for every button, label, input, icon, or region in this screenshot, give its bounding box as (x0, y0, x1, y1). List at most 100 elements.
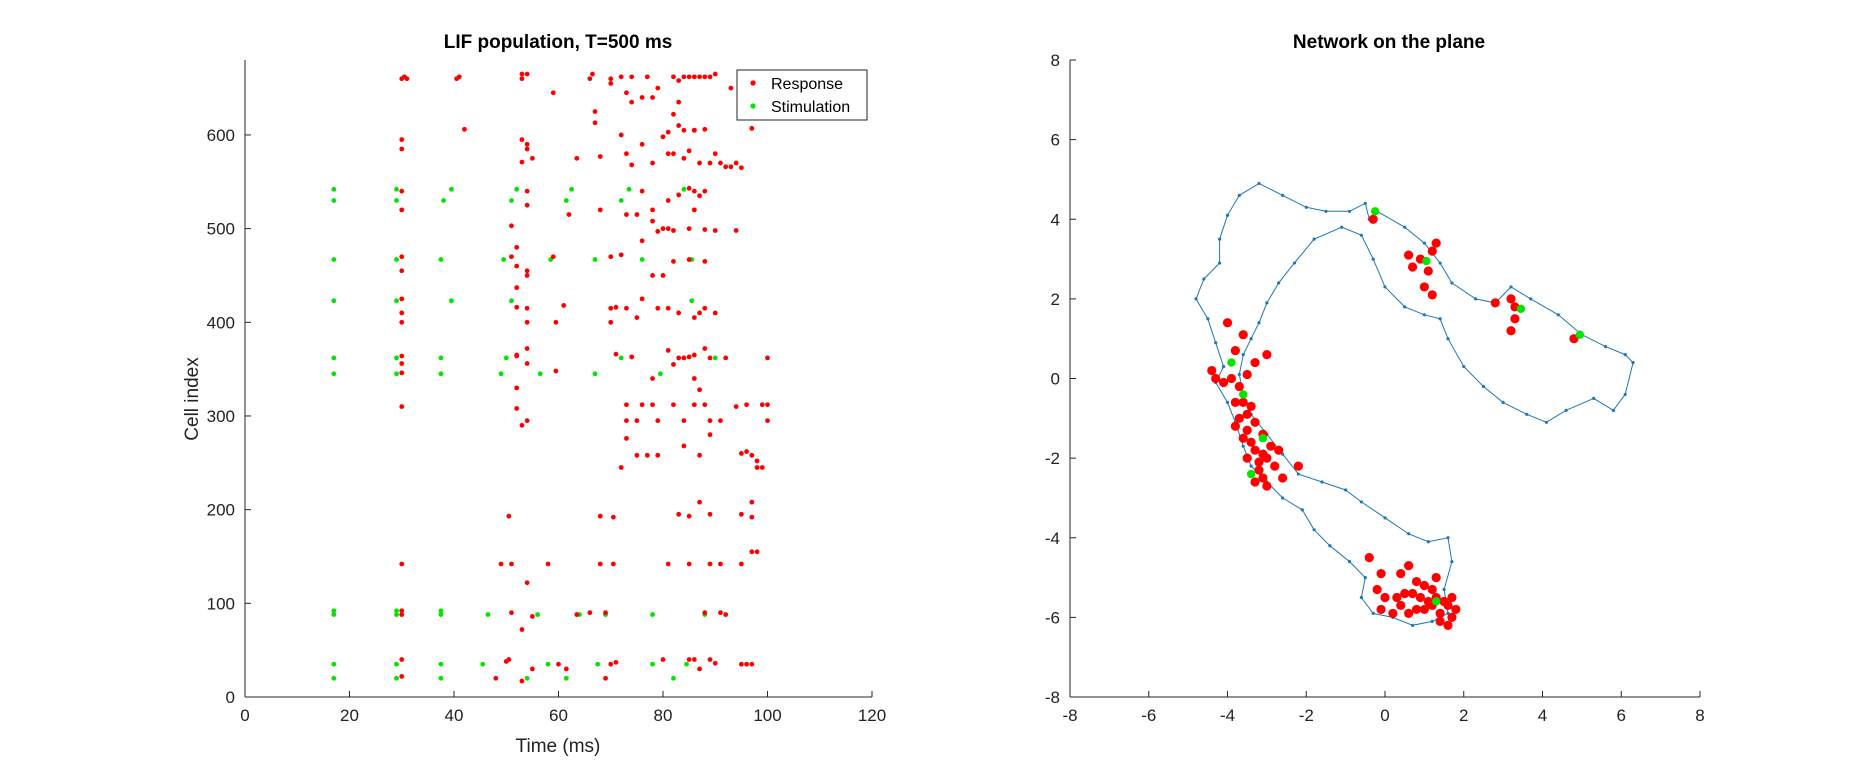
response-node-marker (1262, 481, 1272, 491)
network-outline-path (1195, 182, 1634, 626)
response-spike-point (509, 223, 514, 229)
response-spike-point (650, 273, 655, 278)
stimulation-spike-point (438, 608, 444, 614)
response-spike-point (671, 259, 676, 264)
response-spike-point (618, 132, 624, 138)
stimulation-spike-point (689, 298, 695, 304)
network-y-tick-label: -2 (1045, 449, 1060, 468)
response-spike-point (404, 76, 410, 82)
network-y-tick-label: 6 (1051, 131, 1060, 150)
response-spike-point (524, 141, 530, 147)
network-node (1214, 341, 1218, 345)
legend-response-label: Response (771, 76, 843, 93)
response-spike-point (603, 610, 608, 616)
response-spike-point (590, 71, 595, 77)
network-node (1438, 261, 1442, 265)
stimulation-spike-point (563, 198, 569, 203)
raster-y-tick-label: 0 (226, 688, 235, 707)
network-node (1347, 560, 1352, 564)
response-spike-point (597, 154, 603, 159)
response-spike-point (660, 134, 666, 140)
stimulation-spike-point (394, 198, 399, 203)
response-spike-point (514, 385, 520, 391)
stimulation-spike-point (545, 661, 551, 667)
response-spike-point (765, 355, 770, 361)
stimulation-spike-point (592, 371, 598, 377)
stimulation-spike-point (331, 608, 337, 614)
response-node-marker (1262, 350, 1272, 360)
response-spike-point (506, 657, 512, 662)
response-node-marker (1246, 401, 1256, 411)
network-node (1237, 193, 1241, 197)
network-node (1206, 317, 1210, 321)
response-spike-point (399, 612, 405, 617)
network-node (1347, 209, 1352, 213)
response-spike-point (629, 99, 635, 105)
response-spike-point (529, 666, 535, 672)
response-spike-point (506, 513, 512, 519)
network-node (1218, 261, 1222, 265)
response-node-marker (1404, 250, 1414, 260)
response-spike-point (733, 160, 739, 166)
stimulation-spike-point (595, 661, 601, 667)
response-spike-point (723, 164, 729, 170)
network-node (1249, 337, 1253, 341)
response-spike-point (618, 465, 624, 470)
response-spike-point (681, 418, 687, 424)
response-node-marker (1254, 465, 1264, 475)
response-spike-point (624, 151, 629, 157)
response-spike-point (665, 198, 671, 203)
response-spike-point (712, 660, 718, 666)
response-spike-point (399, 310, 405, 316)
network-node (1292, 261, 1297, 265)
response-spike-point (665, 151, 671, 157)
response-spike-point (718, 418, 723, 424)
stimulation-spike-point (438, 661, 444, 667)
network-node (1225, 400, 1230, 404)
response-spike-point (707, 432, 713, 438)
network-node (1277, 281, 1281, 285)
network-node (1320, 480, 1324, 484)
response-spike-point (749, 514, 755, 520)
response-spike-point (399, 296, 405, 302)
response-node-marker (1262, 453, 1272, 463)
response-spike-point (613, 659, 619, 665)
response-spike-point (624, 402, 629, 408)
network-node (1281, 193, 1285, 197)
raster-y-tick-label: 600 (207, 126, 235, 145)
legend-stimulation-label: Stimulation (771, 99, 850, 116)
response-spike-point (707, 160, 713, 166)
response-spike-point (655, 452, 661, 458)
response-spike-point (524, 361, 530, 366)
response-node-marker (1234, 413, 1244, 423)
response-spike-point (702, 188, 708, 194)
response-spike-point (723, 355, 729, 361)
response-spike-point (712, 151, 718, 157)
network-node (1481, 384, 1486, 389)
response-spike-point (676, 123, 682, 128)
response-spike-point (608, 319, 614, 325)
raster-x-label: Time (ms) (516, 736, 601, 757)
response-spike-point (702, 346, 708, 351)
network-node (1340, 225, 1344, 229)
response-node-marker (1230, 421, 1240, 431)
response-spike-point (754, 458, 760, 464)
response-spike-point (399, 608, 405, 614)
network-node (1564, 408, 1568, 412)
response-node-marker (1376, 604, 1386, 615)
stimulation-spike-point (331, 371, 337, 377)
network-node (1529, 297, 1533, 301)
response-spike-point (702, 227, 708, 232)
response-spike-point (744, 402, 749, 408)
response-spike-point (399, 268, 405, 274)
response-spike-point (639, 95, 645, 100)
response-spike-point (603, 675, 608, 681)
network-y-tick-label: 2 (1051, 290, 1060, 309)
network-node (1281, 496, 1285, 500)
response-spike-point (456, 74, 462, 80)
response-spike-point (681, 127, 687, 133)
network-node (1450, 281, 1454, 285)
response-spike-point (744, 449, 749, 454)
stimulation-spike-point (480, 661, 486, 667)
response-spike-point (399, 207, 405, 213)
